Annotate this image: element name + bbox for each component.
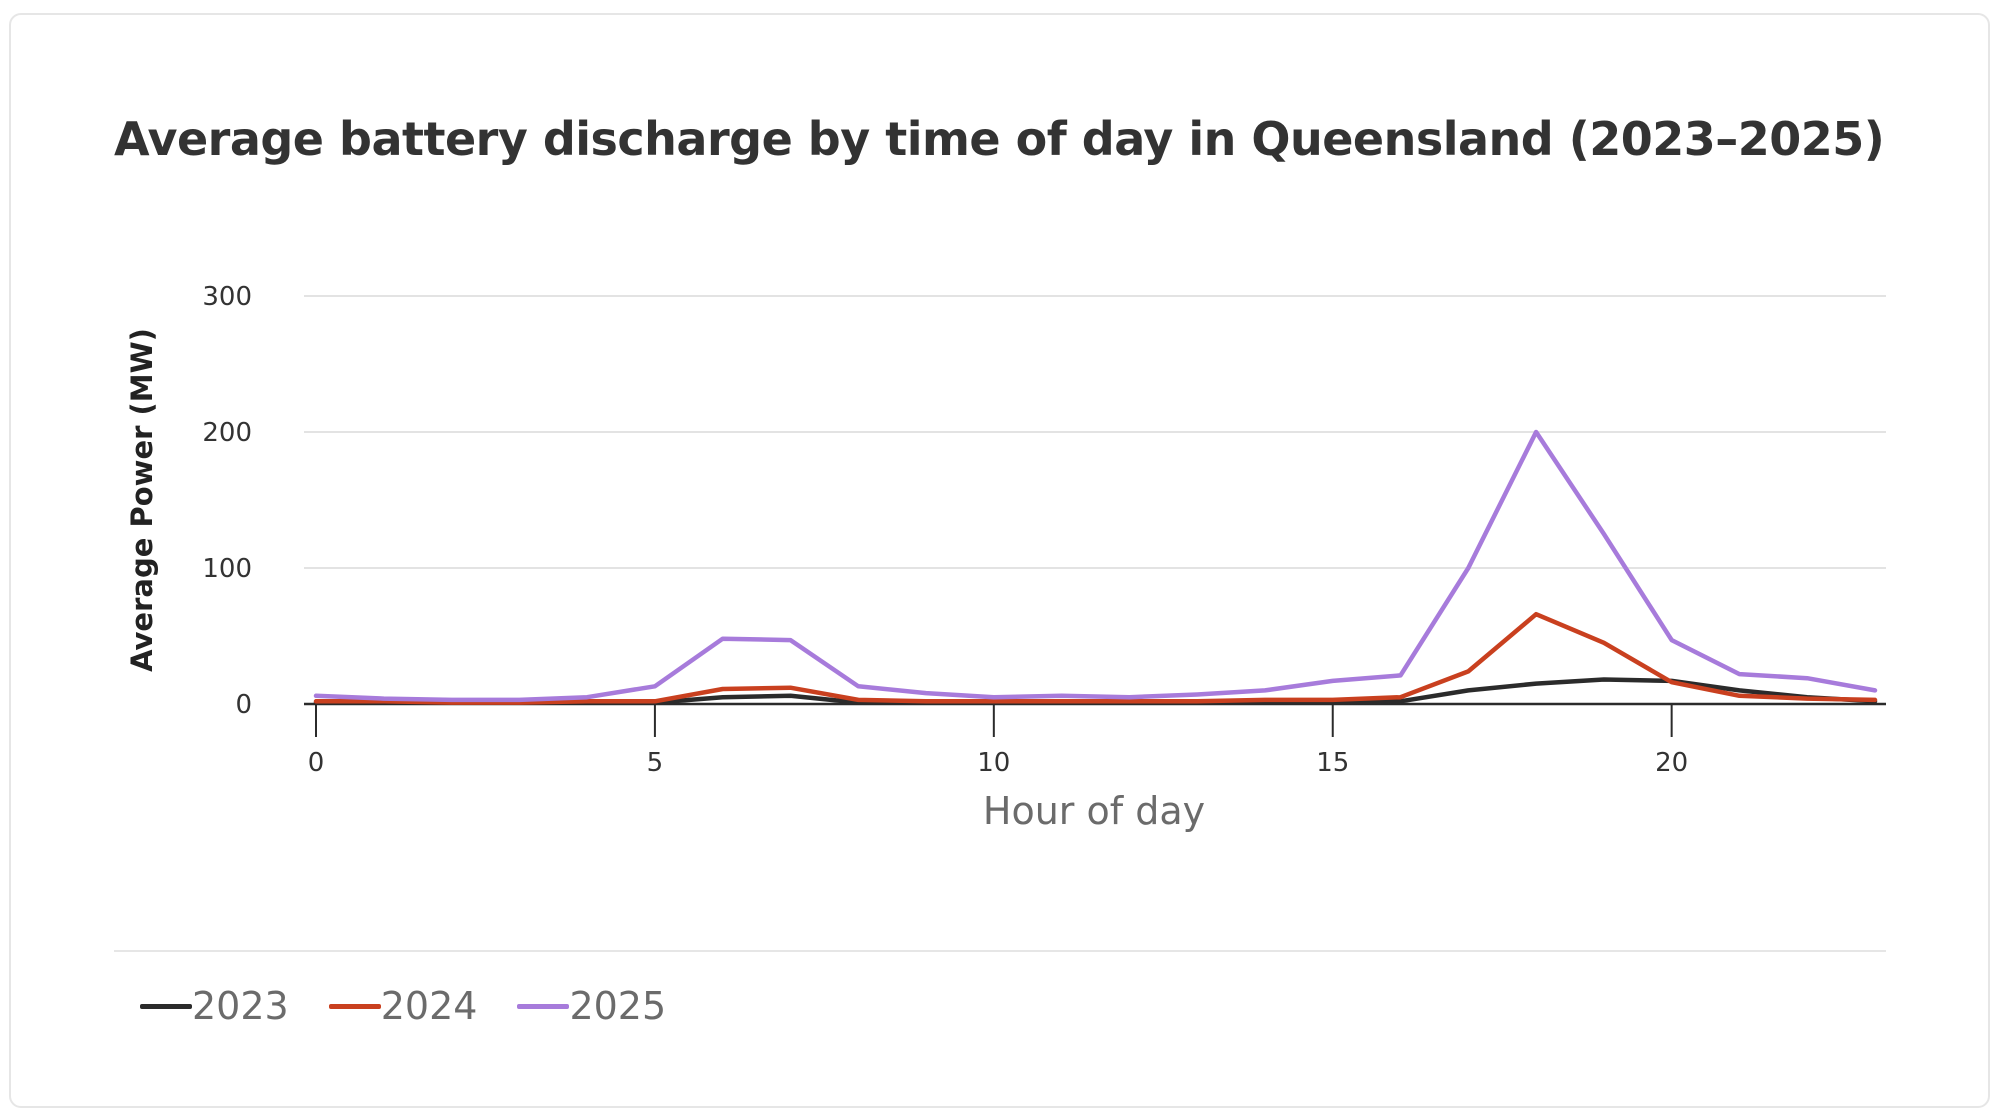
x-tick-label: 20 <box>1655 748 1688 778</box>
y-tick-label: 100 <box>202 554 252 584</box>
y-axis: 0 100 200 300 <box>202 282 252 720</box>
y-tick-label: 200 <box>202 418 252 448</box>
y-tick-label: 300 <box>202 282 252 312</box>
x-tick-label: 0 <box>308 748 325 778</box>
x-tick-label: 5 <box>647 748 664 778</box>
legend-swatch <box>517 1003 570 1009</box>
legend-label: 2025 <box>569 984 667 1028</box>
legend-label: 2023 <box>192 984 289 1028</box>
series-line-2024 <box>313 611 1878 705</box>
y-tick-label: 0 <box>235 690 252 720</box>
legend-item-2023[interactable]: 2023 <box>140 984 289 1028</box>
series-lines <box>313 429 1878 705</box>
legend-item-2024[interactable]: 2024 <box>328 984 478 1028</box>
legend-swatch <box>140 1003 192 1009</box>
legend-swatch <box>328 1003 381 1009</box>
gridlines <box>304 295 1886 569</box>
legend-item-2025[interactable]: 2025 <box>517 984 666 1028</box>
legend-label: 2024 <box>380 984 478 1028</box>
chart-title: Average battery discharge by time of day… <box>114 112 1885 166</box>
x-axis-title: Hour of day <box>983 789 1205 833</box>
x-axis: 0 5 10 15 20 <box>304 702 1886 778</box>
series-line-2025 <box>313 429 1878 703</box>
x-tick-label: 15 <box>1316 748 1349 778</box>
x-tick-label: 10 <box>977 748 1010 778</box>
y-axis-title: Average Power (MW) <box>125 328 159 672</box>
legend-divider <box>114 950 1886 952</box>
chart-card <box>9 13 1990 1108</box>
legend: 2023 2024 2025 <box>140 980 706 1032</box>
